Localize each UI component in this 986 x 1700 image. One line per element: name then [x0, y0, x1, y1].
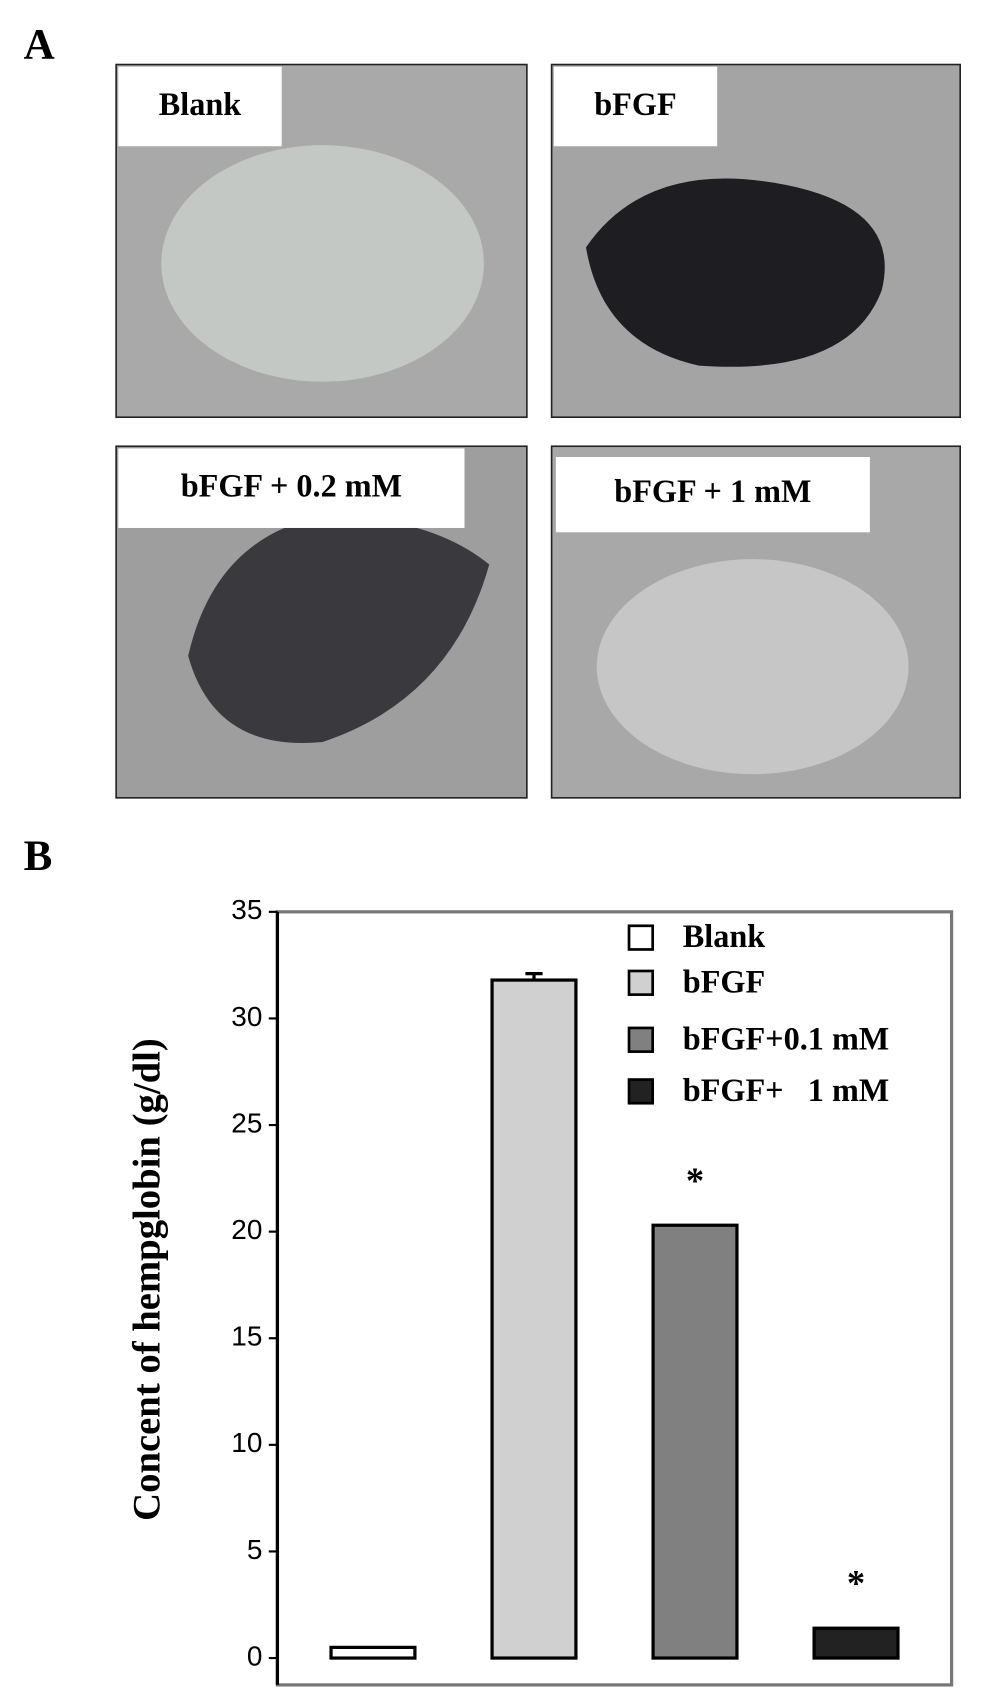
photo: bFGF + 1 mM	[550, 445, 962, 799]
bar	[490, 978, 578, 1660]
photo-label: Blank	[159, 86, 242, 122]
y-tick-label: 5	[247, 1534, 263, 1565]
bar	[329, 1645, 417, 1660]
photo: Blank	[115, 63, 528, 419]
annotation: *	[686, 1160, 704, 1201]
photo: bFGF + 0.2 mM	[115, 445, 528, 799]
legend-label: bFGF+ 1 mM	[683, 1072, 889, 1108]
y-tick-label: 10	[231, 1427, 262, 1458]
legend-label: Blank	[683, 918, 766, 954]
photo-label: bFGF + 0.2 mM	[181, 468, 402, 504]
photo-label: bFGF + 1 mM	[614, 473, 811, 509]
y-axis-label: Concent of hempglobin (g/dl)	[126, 1038, 168, 1521]
legend-swatch	[627, 1078, 655, 1105]
y-tick-label: 25	[231, 1107, 262, 1138]
annotation: *	[847, 1563, 865, 1604]
y-tick-label: 35	[231, 894, 262, 925]
bar	[651, 1223, 739, 1660]
photo-label: bFGF	[594, 86, 676, 122]
y-tick-label: 20	[231, 1214, 262, 1245]
legend-label: bFGF	[683, 963, 765, 999]
y-tick-label: 0	[247, 1640, 263, 1671]
legend-swatch	[627, 924, 655, 951]
legend-swatch	[627, 1026, 655, 1053]
legend-swatch	[627, 969, 655, 996]
photo: bFGF	[550, 63, 962, 419]
panel-label: A	[24, 21, 55, 68]
bar	[812, 1626, 900, 1660]
y-tick-label: 30	[231, 1001, 262, 1032]
legend-label: bFGF+0.1 mM	[683, 1020, 889, 1056]
y-tick-label: 15	[231, 1321, 262, 1352]
panel-label: B	[24, 833, 53, 880]
